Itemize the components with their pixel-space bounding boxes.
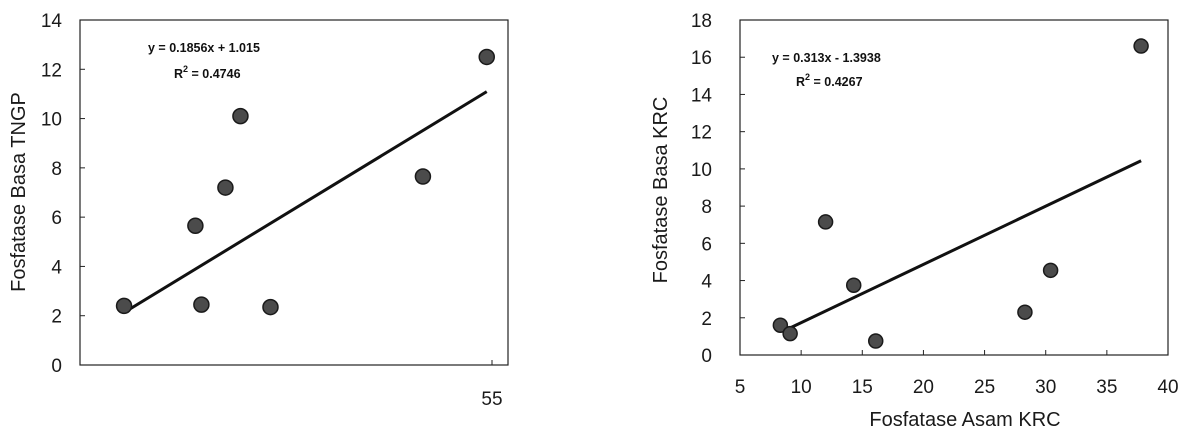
- chart-left: Fosfatase Basa TNGP y = 0.1856x + 1.015 …: [8, 11, 509, 410]
- chart-right-r2-sup: 2: [805, 72, 810, 82]
- chart-left-data-point: [232, 107, 249, 125]
- chart-right-data-point: [772, 317, 789, 333]
- chart-left-frame: [79, 19, 509, 366]
- chart-left-data-point: [217, 179, 234, 196]
- chart-left-y-tick-label: 2: [51, 307, 62, 328]
- chart-right-data-point: [817, 214, 834, 230]
- chart-right-x-tick-label: 30: [1035, 377, 1056, 398]
- chart-left-trendline: [123, 90, 488, 314]
- chart-right-y-tick-label: 8: [701, 197, 712, 218]
- chart-left-data-point: [414, 168, 432, 185]
- chart-right-x-tick-label: 40: [1157, 377, 1178, 398]
- chart-left-y-tick-label: 14: [41, 11, 63, 32]
- chart-right-y-tick-label: 14: [691, 85, 713, 106]
- chart-right-r2-value: = 0.4267: [810, 75, 863, 89]
- chart-right-x-tick-label: 15: [852, 377, 873, 398]
- chart-right-y-tick-label: 16: [691, 48, 712, 69]
- chart-left-r2-value: = 0.4746: [188, 67, 241, 81]
- chart-right-data-point: [845, 277, 862, 293]
- chart-right: Fosfatase Basa KRC Fosfatase Asam KRC y …: [650, 11, 1179, 431]
- chart-left-y-tick-label: 10: [41, 110, 62, 131]
- chart-right-xlabel: Fosfatase Asam KRC: [869, 409, 1060, 431]
- chart-right-ylabel: Fosfatase Basa KRC: [650, 97, 672, 284]
- chart-left-data-point: [478, 48, 495, 66]
- chart-left-x-tick-label: 55: [481, 389, 502, 410]
- chart-right-x-tick-label: 35: [1096, 377, 1117, 398]
- chart-left-y-tick-label: 6: [51, 208, 62, 229]
- chart-left-y-tick-label: 0: [51, 356, 62, 377]
- chart-left-y-tick-label: 8: [51, 159, 62, 180]
- chart-left-ylabel: Fosfatase Basa TNGP: [8, 92, 30, 292]
- chart-left-data-point: [262, 298, 279, 316]
- chart-right-trendline: [788, 159, 1142, 330]
- chart-right-y-tick-label: 18: [691, 11, 712, 32]
- chart-right-y-tick-label: 0: [701, 346, 712, 367]
- chart-right-equation: y = 0.313x - 1.3938: [772, 51, 881, 65]
- chart-left-y-tick-label: 4: [51, 257, 62, 278]
- chart-left-data-point: [115, 297, 133, 315]
- chart-left-data-point: [187, 217, 204, 235]
- chart-left-equation: y = 0.1856x + 1.015: [148, 41, 260, 55]
- chart-right-x-tick-label: 25: [974, 377, 995, 398]
- chart-right-x-tick-label: 5: [735, 377, 746, 398]
- chart-right-y-tick-label: 4: [701, 272, 712, 293]
- chart-right-x-tick-label: 20: [913, 377, 934, 398]
- chart-left-r2: R2 = 0.4746: [174, 64, 241, 81]
- chart-right-frame: [739, 19, 1169, 356]
- chart-right-data-point: [867, 333, 884, 349]
- chart-right-y-tick-label: 10: [691, 160, 712, 181]
- chart-right-y-tick-label: 6: [701, 234, 712, 255]
- chart-right-y-tick-label: 2: [701, 309, 712, 330]
- chart-left-data-point: [193, 296, 210, 313]
- chart-right-data-point: [782, 325, 798, 342]
- chart-right-y-tick-label: 12: [691, 123, 712, 144]
- chart-right-data-point: [1042, 262, 1059, 279]
- chart-left-y-tick-label: 12: [41, 60, 62, 81]
- chart-right-r2: R2 = 0.4267: [796, 72, 863, 89]
- chart-right-data-point: [1017, 304, 1033, 320]
- chart-left-r2-prefix: R: [174, 67, 183, 81]
- chart-left-r2-sup: 2: [183, 64, 188, 74]
- chart-right-r2-prefix: R: [796, 75, 805, 89]
- chart-right-data-point: [1133, 38, 1149, 54]
- chart-right-x-tick-label: 10: [791, 377, 812, 398]
